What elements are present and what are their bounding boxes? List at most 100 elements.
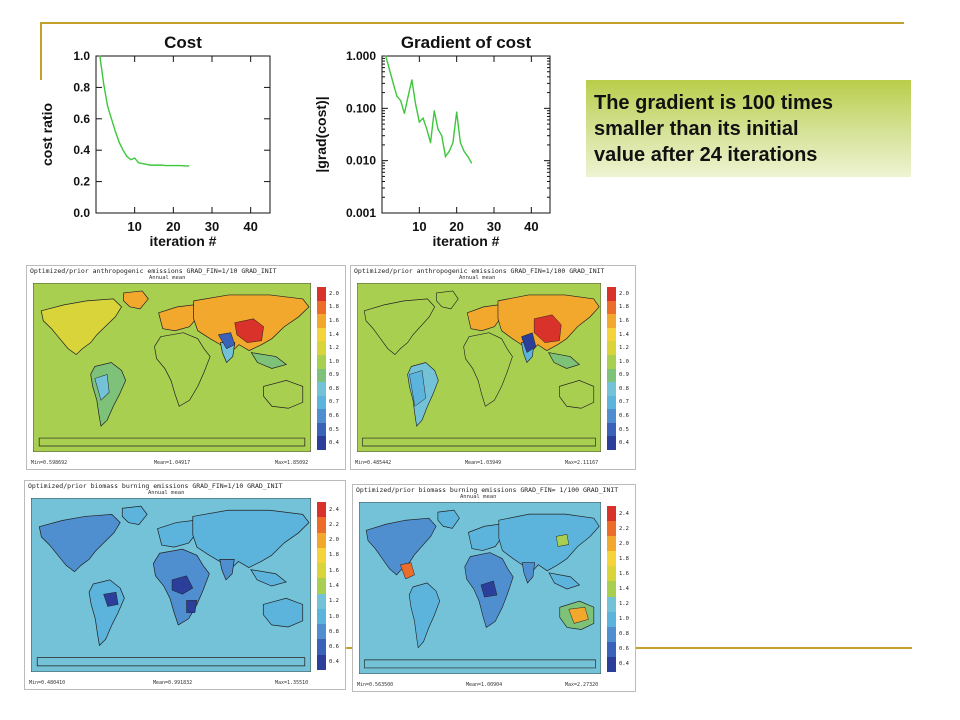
colorbar-cell: [317, 593, 326, 610]
colorbar-cell: [317, 517, 326, 534]
contour-region: [234, 318, 264, 343]
continent-india: [521, 562, 536, 584]
x-tick-label: 20: [449, 219, 463, 234]
colorbar-cell: [607, 409, 616, 424]
chart-title: Gradient of cost: [401, 33, 532, 52]
x-tick-label: 30: [205, 219, 219, 234]
colorbar-cell: [317, 578, 326, 595]
cost-chart-svg: Cost 10 20 30 40 0.0 0.2 0.4 0.6 0.8 1.0 iteration …: [39, 33, 271, 249]
colorbar-cell: [317, 354, 326, 369]
continent-greenland: [437, 509, 460, 529]
continent-namerica: [363, 298, 436, 356]
colorbar-cell: [317, 300, 326, 315]
colorbar-cell: [607, 626, 616, 643]
colorbar-cell: [607, 581, 616, 598]
series-line: [385, 55, 473, 164]
colorbar-label: 0.4: [619, 661, 629, 668]
map-footer-stat: Max=2.11167: [565, 460, 599, 466]
map-subtitle: Annual mean: [148, 490, 185, 496]
colorbar-label: 1.8: [619, 304, 629, 311]
colorbar-cell: [317, 654, 326, 671]
map-title: Optimized/prior anthropogenic emissions …: [354, 267, 605, 275]
x-tick-label: 10: [127, 219, 141, 234]
contour-region: [217, 332, 236, 349]
map-footer-stat: Mean=1.03949: [465, 460, 502, 466]
colorbar-label: 1.2: [329, 598, 339, 605]
data-point: [471, 162, 473, 164]
y-axis-label: cost ratio: [39, 103, 55, 166]
data-point: [161, 164, 163, 166]
data-point: [411, 79, 413, 81]
data-point: [422, 117, 424, 119]
data-point: [415, 103, 417, 105]
colorbar-cell: [607, 327, 616, 342]
colorbar-label: 1.6: [329, 317, 339, 324]
continent-antarctica: [364, 659, 596, 669]
map-title: Optimized/prior biomass burning emission…: [28, 482, 283, 490]
data-point: [385, 55, 387, 57]
plot-frame: [95, 55, 271, 214]
contour-region: [171, 575, 194, 595]
colorbar-cell: [317, 382, 326, 397]
colorbar-label: 2.2: [619, 525, 629, 532]
data-point: [130, 159, 132, 161]
colorbar-cell: [317, 368, 326, 383]
colorbar-label: 0.8: [619, 385, 629, 392]
data-point: [418, 121, 420, 123]
map-footer-stat: Min=0.563500: [357, 682, 394, 688]
data-point: [441, 135, 443, 137]
colorbar-label: 1.2: [619, 601, 629, 608]
x-tick-label: 40: [524, 219, 538, 234]
y-axis-label: |grad(cost)|: [313, 96, 329, 172]
colorbar-label: 0.5: [619, 426, 629, 433]
colorbar-cell: [607, 287, 616, 302]
world-map: [359, 502, 601, 674]
continent-india: [219, 559, 235, 581]
callout-line-1: The gradient is 100 times: [594, 92, 833, 114]
y-tick-label: 0.0: [73, 206, 90, 220]
x-tick-label: 20: [166, 219, 180, 234]
colorbar-label: 0.8: [329, 385, 339, 392]
map-anthropogenic-1-10: Optimized/prior anthropogenic emissions …: [26, 265, 346, 470]
continent-antarctica: [36, 657, 306, 667]
continent-africa: [463, 332, 513, 407]
continent-australia: [262, 597, 304, 628]
data-point: [145, 163, 147, 165]
data-point: [448, 150, 450, 153]
data-point: [392, 82, 394, 84]
data-point: [172, 164, 174, 167]
map-footer-stat: Min=0.480410: [29, 680, 66, 686]
data-point: [433, 110, 435, 112]
data-point: [103, 83, 105, 85]
y-tick-label: 0.010: [346, 154, 376, 168]
colorbar-label: 2.0: [329, 537, 339, 544]
map-footer-stat: Mean=0.991832: [153, 680, 193, 686]
y-tick-label: 0.2: [73, 175, 90, 189]
colorbar-label: 1.0: [619, 616, 629, 623]
data-point: [403, 112, 405, 115]
contour-region: [555, 534, 569, 547]
contour-region: [186, 600, 198, 613]
y-tick-label: 0.6: [73, 112, 90, 126]
colorbar-label: 0.4: [329, 440, 339, 447]
colorbar-cell: [317, 287, 326, 302]
map-footer-stat: Max=1.35510: [275, 680, 309, 686]
data-point: [122, 149, 124, 151]
colorbar-cell: [317, 608, 326, 625]
world-map: [31, 498, 311, 672]
contour-region: [480, 580, 498, 598]
continent-europe: [466, 304, 502, 332]
left-accent-line: [40, 22, 42, 80]
colorbar-label: 1.2: [329, 345, 339, 352]
data-point: [456, 111, 458, 113]
colorbar-label: 1.0: [329, 358, 339, 365]
colorbar-cell: [607, 382, 616, 397]
continent-greenland: [123, 290, 149, 310]
data-point: [388, 68, 391, 71]
colorbar-cell: [317, 436, 326, 451]
colorbar-label: 0.9: [329, 372, 339, 379]
data-point: [134, 157, 136, 159]
map-title: Optimized/prior anthropogenic emissions …: [30, 267, 277, 275]
data-point: [107, 105, 109, 107]
colorbar-cell: [607, 521, 616, 537]
